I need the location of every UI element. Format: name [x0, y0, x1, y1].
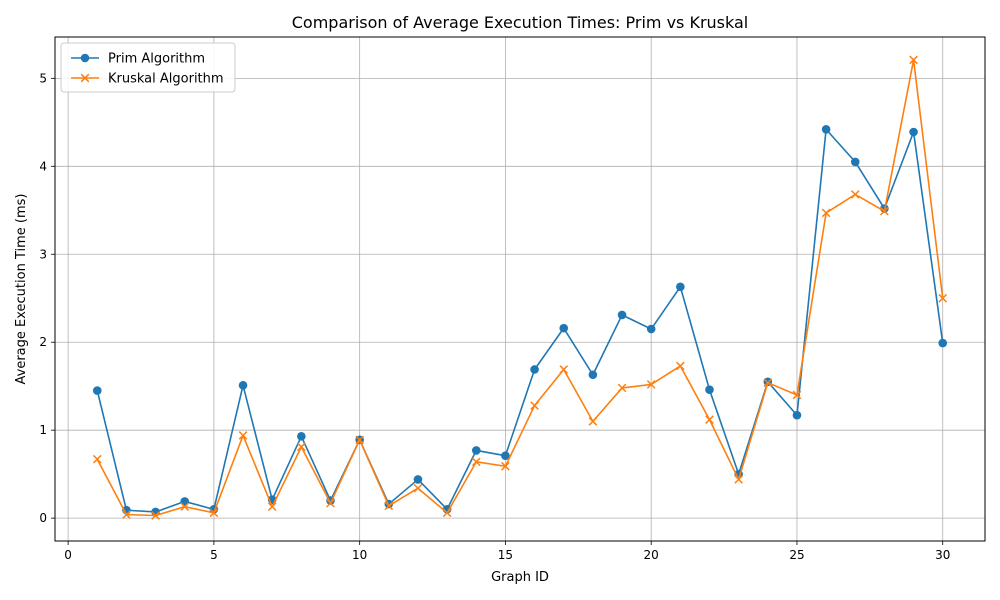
x-tick-label: 25 — [789, 548, 804, 562]
data-point — [646, 380, 656, 389]
data-point — [530, 401, 539, 410]
data-point — [501, 461, 510, 471]
data-point — [384, 501, 394, 511]
axis-ticks: 0 5 10 15 20 25 30 0 1 2 3 4 5 — [39, 71, 950, 562]
y-tick-label: 4 — [39, 159, 47, 173]
data-point — [238, 431, 248, 440]
data-point — [559, 365, 569, 374]
x-tick-label: 30 — [935, 548, 950, 562]
series-kruskal-algorithm — [92, 55, 948, 520]
data-point — [209, 508, 219, 518]
x-tick-label: 15 — [498, 548, 513, 562]
data-point — [471, 446, 481, 455]
data-point — [122, 510, 131, 519]
legend-label: Kruskal Algorithm — [108, 72, 224, 87]
data-point — [938, 293, 948, 303]
data-point — [821, 125, 831, 134]
y-tick-label: 2 — [39, 335, 47, 349]
data-point — [267, 502, 277, 512]
legend-label: Prim Algorithm — [108, 52, 205, 67]
y-tick-label: 1 — [39, 423, 47, 437]
data-point — [646, 324, 656, 334]
data-point — [617, 310, 627, 320]
data-point — [471, 457, 481, 467]
x-tick-label: 5 — [210, 548, 218, 562]
plot-frame — [54, 36, 986, 542]
data-point — [588, 370, 598, 380]
x-tick-label: 10 — [352, 548, 367, 562]
data-point — [326, 498, 335, 508]
data-point — [938, 338, 948, 348]
data-point — [850, 157, 860, 167]
legend-marker — [80, 73, 90, 83]
data-point — [617, 383, 627, 393]
data-point — [180, 502, 190, 512]
data-point — [501, 451, 510, 460]
data-point — [792, 410, 802, 420]
data-point — [909, 55, 918, 65]
x-tick-label: 20 — [644, 548, 659, 562]
data-point — [880, 206, 889, 216]
data-point — [909, 127, 918, 137]
data-point — [792, 390, 802, 400]
y-tick-label: 5 — [39, 71, 47, 85]
data-point — [92, 454, 102, 464]
data-point — [355, 435, 364, 445]
y-tick-label: 0 — [39, 511, 47, 525]
data-point — [297, 432, 306, 441]
data-point — [705, 415, 714, 424]
legend-marker — [80, 53, 90, 63]
data-point — [763, 378, 773, 388]
series-group — [92, 55, 948, 520]
data-point — [705, 385, 714, 395]
data-point — [413, 483, 423, 493]
data-point — [530, 365, 539, 374]
y-tick-label: 3 — [39, 247, 47, 261]
data-point — [734, 475, 743, 484]
grid-lines — [55, 37, 985, 541]
data-point — [850, 190, 860, 199]
data-point — [676, 282, 685, 292]
y-axis-label: Average Execution Time (ms) — [14, 194, 29, 385]
data-point — [676, 361, 685, 371]
data-point — [151, 511, 160, 520]
data-point — [238, 381, 248, 390]
data-point — [297, 442, 306, 452]
chart-title: Comparison of Average Execution Times: P… — [292, 13, 748, 32]
series-line — [96, 59, 944, 517]
data-point — [442, 508, 452, 518]
legend: Prim Algorithm Kruskal Algorithm — [60, 42, 236, 93]
data-point — [821, 208, 831, 218]
x-axis-label: Graph ID — [491, 570, 549, 585]
data-point — [92, 386, 102, 395]
data-point — [559, 323, 569, 333]
x-tick-label: 0 — [64, 548, 72, 562]
legend-box — [60, 42, 236, 93]
data-point — [588, 417, 598, 426]
data-point — [413, 475, 423, 484]
